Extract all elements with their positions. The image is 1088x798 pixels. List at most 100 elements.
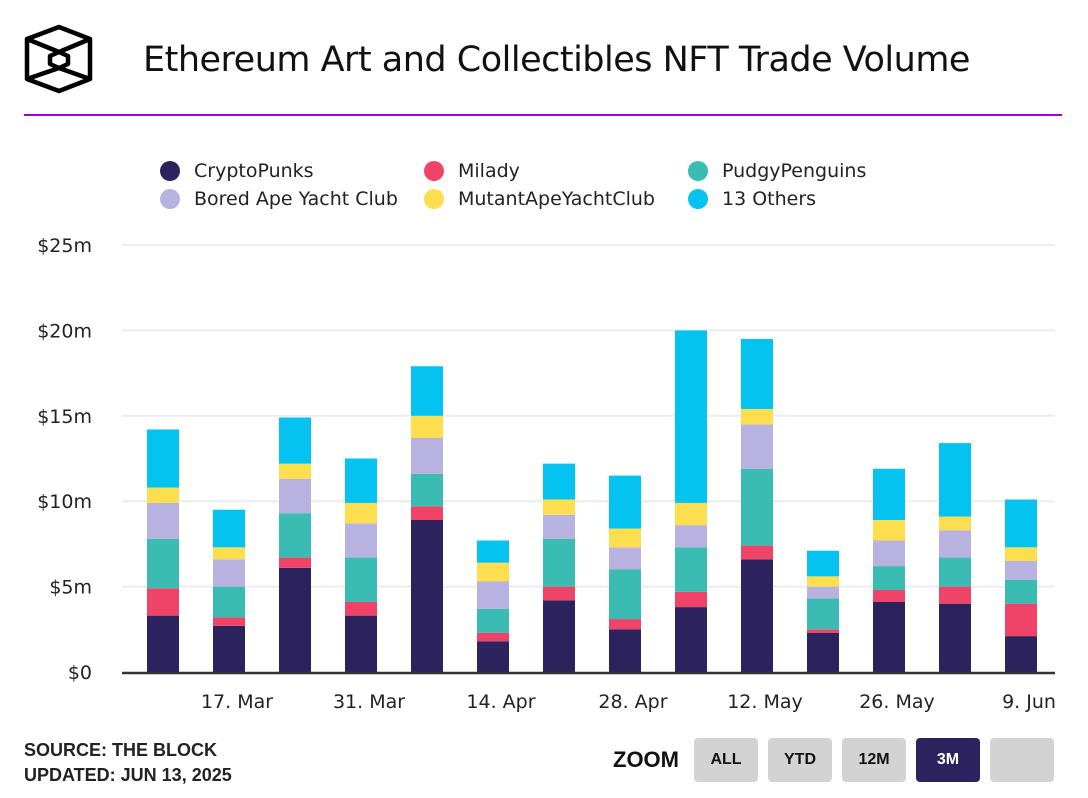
bar-segment xyxy=(609,547,641,570)
x-tick-label: 26. May xyxy=(859,691,935,713)
bar-segment xyxy=(411,473,443,507)
bar-segment xyxy=(741,424,773,469)
bar-segment xyxy=(675,525,707,548)
bar-segment xyxy=(147,615,179,672)
x-tick-label: 14. Apr xyxy=(466,691,535,713)
bar-segment xyxy=(543,600,575,672)
legend-label: MutantApeYachtClub xyxy=(458,188,655,210)
bar-segment xyxy=(873,590,905,602)
bar-segment xyxy=(147,487,179,503)
bar-segment xyxy=(741,338,773,409)
bar-segment xyxy=(807,598,839,630)
source-info: SOURCE: THE BLOCK UPDATED: JUN 13, 2025 xyxy=(24,738,232,788)
bar-segment xyxy=(345,458,377,503)
legend-item[interactable]: CryptoPunks xyxy=(160,160,314,182)
bar-segment xyxy=(213,509,245,548)
bar-segment xyxy=(279,513,311,558)
zoom-3m-button[interactable]: 3M xyxy=(916,738,980,782)
legend-label: Bored Ape Yacht Club xyxy=(194,188,398,210)
bar-segment xyxy=(741,468,773,546)
legend-item[interactable]: Milady xyxy=(424,160,520,182)
bar-segment xyxy=(279,417,311,464)
bar-segment xyxy=(741,545,773,560)
bar-segment xyxy=(1005,636,1037,672)
bar-segment xyxy=(279,557,311,568)
bar-segment xyxy=(939,530,971,558)
bar-segment xyxy=(1005,560,1037,580)
legend-item[interactable]: PudgyPenguins xyxy=(688,160,866,182)
y-tick-label: $10m xyxy=(37,491,92,513)
zoom-all-button[interactable]: ALL xyxy=(694,738,758,782)
bar-segment xyxy=(477,608,509,633)
bar-segment xyxy=(477,581,509,609)
bar-segment xyxy=(807,629,839,633)
bar-segment xyxy=(477,540,509,563)
updated-text: UPDATED: JUN 13, 2025 xyxy=(24,765,232,785)
chart-title: Ethereum Art and Collectibles NFT Trade … xyxy=(143,40,970,80)
bar-segment xyxy=(147,502,179,539)
x-tick-label: 12. May xyxy=(727,691,803,713)
bar-segment xyxy=(147,538,179,589)
bar-segment xyxy=(543,586,575,601)
the-block-logo-icon xyxy=(24,24,93,94)
bar-segment xyxy=(213,559,245,587)
bar-segment xyxy=(279,567,311,672)
legend-label: PudgyPenguins xyxy=(722,160,867,182)
bar-segment xyxy=(939,586,971,604)
bar-segment xyxy=(213,617,245,626)
bar-segment xyxy=(741,559,773,672)
bar-segment xyxy=(1005,579,1037,604)
zoom-blank-button[interactable] xyxy=(990,738,1054,782)
legend-swatch-icon xyxy=(424,189,444,209)
bar-segment xyxy=(609,528,641,548)
bar-segment xyxy=(345,502,377,524)
legend-item[interactable]: Bored Ape Yacht Club xyxy=(160,188,398,210)
legend-swatch-icon xyxy=(688,189,708,209)
x-tick-label: 17. Mar xyxy=(201,691,273,713)
bar-segment xyxy=(411,415,443,439)
zoom-12m-button[interactable]: 12M xyxy=(842,738,906,782)
bar-segment xyxy=(939,603,971,672)
bar-segment xyxy=(411,366,443,416)
bar-segment xyxy=(807,586,839,599)
legend-label: Milady xyxy=(458,160,520,182)
bar-segment xyxy=(411,519,443,672)
title-divider xyxy=(24,114,1062,116)
bar-segment xyxy=(675,547,707,592)
zoom-label: ZOOM xyxy=(613,747,679,772)
bar-segment xyxy=(1005,499,1037,548)
bar-segment xyxy=(345,615,377,672)
bar-segment xyxy=(939,557,971,587)
bar-segment xyxy=(741,408,773,425)
bar-segment xyxy=(1005,547,1037,561)
bar-segment xyxy=(873,519,905,541)
bar-segment xyxy=(477,641,509,672)
y-tick-label: $15m xyxy=(37,406,92,428)
bar-segment xyxy=(213,586,245,618)
y-tick-label: $20m xyxy=(37,320,92,342)
bar-segment xyxy=(675,591,707,608)
legend-item[interactable]: MutantApeYachtClub xyxy=(424,188,655,210)
bar-segment xyxy=(873,566,905,591)
source-text: SOURCE: THE BLOCK xyxy=(24,740,217,760)
legend-item[interactable]: 13 Others xyxy=(688,188,816,210)
legend-swatch-icon xyxy=(688,161,708,181)
bar-segment xyxy=(279,478,311,514)
zoom-ytd-button[interactable]: YTD xyxy=(768,738,832,782)
bar-segment xyxy=(873,601,905,672)
bar-segment xyxy=(807,550,839,577)
bar-segment xyxy=(279,463,311,479)
bar-segment xyxy=(675,502,707,526)
bar-segment xyxy=(213,625,245,672)
bar-segment xyxy=(939,443,971,517)
legend-label: CryptoPunks xyxy=(194,160,314,182)
bar-segment xyxy=(675,607,707,672)
legend-swatch-icon xyxy=(160,189,180,209)
bar-segment xyxy=(147,588,179,616)
bar-segment xyxy=(609,475,641,529)
bar-segment xyxy=(873,468,905,520)
bar-segment xyxy=(609,629,641,672)
bar-segment xyxy=(675,330,707,503)
bar-segment xyxy=(477,632,509,642)
